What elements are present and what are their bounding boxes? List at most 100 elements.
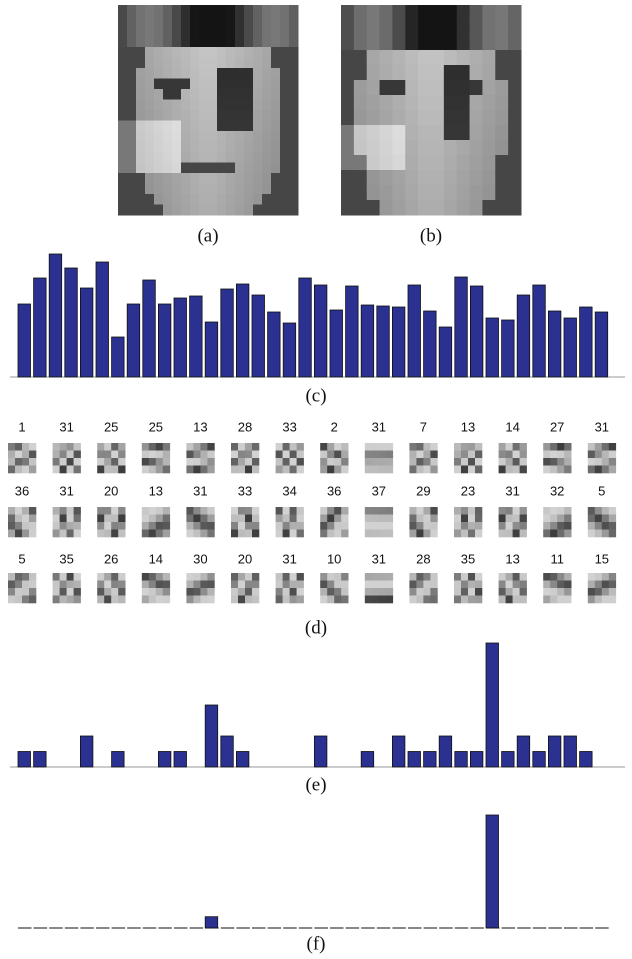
pixel	[379, 581, 386, 589]
pixel	[118, 458, 125, 466]
pixel	[271, 47, 281, 58]
pixel	[154, 37, 164, 48]
pixel	[379, 466, 386, 474]
pixel	[97, 522, 104, 530]
pixel	[262, 152, 272, 163]
bar	[127, 304, 140, 377]
pixel	[283, 507, 290, 515]
pixel	[454, 522, 461, 530]
pixel	[430, 596, 437, 604]
patch-label: 10	[327, 551, 341, 566]
pixel	[245, 573, 252, 581]
pixel	[253, 68, 263, 79]
patch	[231, 573, 259, 603]
pixel	[495, 155, 508, 171]
pixel	[602, 507, 609, 515]
pixel	[156, 581, 163, 589]
pixel	[283, 573, 290, 581]
pixel	[470, 200, 483, 216]
pixel	[564, 530, 571, 538]
pixel	[280, 184, 290, 195]
pixel	[193, 507, 200, 515]
pixel	[416, 443, 423, 451]
pixel	[238, 581, 245, 589]
pixel	[564, 596, 571, 604]
pixel	[181, 173, 191, 184]
pixel	[372, 581, 379, 589]
pixel	[163, 596, 170, 604]
pixel	[145, 68, 155, 79]
pixel	[136, 16, 146, 27]
pixel	[217, 142, 227, 153]
pixel	[431, 140, 444, 156]
bar	[18, 752, 31, 768]
pixel	[154, 26, 164, 37]
pixel	[226, 68, 236, 79]
pixel	[320, 507, 327, 515]
bar	[377, 306, 390, 377]
patch-label: 15	[595, 551, 609, 566]
pixel	[367, 200, 380, 216]
pixel	[217, 121, 227, 132]
pixel	[341, 522, 348, 530]
pixel	[262, 37, 272, 48]
pixel	[470, 95, 483, 111]
patch-label: 29	[416, 483, 430, 498]
pixel	[163, 194, 173, 205]
pixel	[22, 466, 29, 474]
pixel	[8, 507, 15, 515]
pixel	[341, 573, 348, 581]
pixel	[495, 5, 508, 21]
pixel	[163, 184, 173, 195]
pixel	[145, 131, 155, 142]
pixel	[405, 65, 418, 81]
pixel	[200, 581, 207, 589]
patch	[499, 507, 527, 537]
pixel	[245, 522, 252, 530]
patch	[231, 507, 259, 537]
pixel	[513, 530, 520, 538]
pixel	[145, 121, 155, 132]
pixel	[190, 16, 200, 27]
pixel	[252, 466, 259, 474]
patch	[543, 573, 571, 603]
patch-label: 11	[550, 551, 564, 566]
pixel	[341, 200, 354, 216]
pixel	[289, 163, 299, 174]
pixel	[557, 443, 564, 451]
pixel	[235, 16, 245, 27]
pixel	[543, 588, 550, 596]
bar	[314, 285, 327, 377]
pixel	[416, 530, 423, 538]
pixel	[365, 451, 372, 459]
pixel	[276, 581, 283, 589]
pixel	[283, 443, 290, 451]
pixel	[29, 451, 36, 459]
pixel	[154, 152, 164, 163]
pixel	[244, 194, 254, 205]
bar	[486, 643, 499, 767]
pixel	[244, 5, 254, 16]
pixel	[217, 152, 227, 163]
pixel	[127, 37, 137, 48]
pixel	[430, 588, 437, 596]
pixel	[53, 443, 60, 451]
pixel	[145, 163, 155, 174]
pixel	[280, 79, 290, 90]
pixel	[508, 110, 521, 126]
pixel	[154, 79, 164, 90]
pixel	[454, 581, 461, 589]
pixel	[499, 515, 506, 523]
pixel	[341, 80, 354, 96]
pixel	[8, 588, 15, 596]
pixel	[283, 596, 290, 604]
pixel	[154, 194, 164, 205]
pixel	[207, 458, 214, 466]
pixel	[67, 581, 74, 589]
pixel	[136, 152, 146, 163]
pixel	[430, 573, 437, 581]
pixel	[602, 573, 609, 581]
pixel	[154, 110, 164, 121]
pixel	[365, 530, 372, 538]
pixel	[238, 588, 245, 596]
